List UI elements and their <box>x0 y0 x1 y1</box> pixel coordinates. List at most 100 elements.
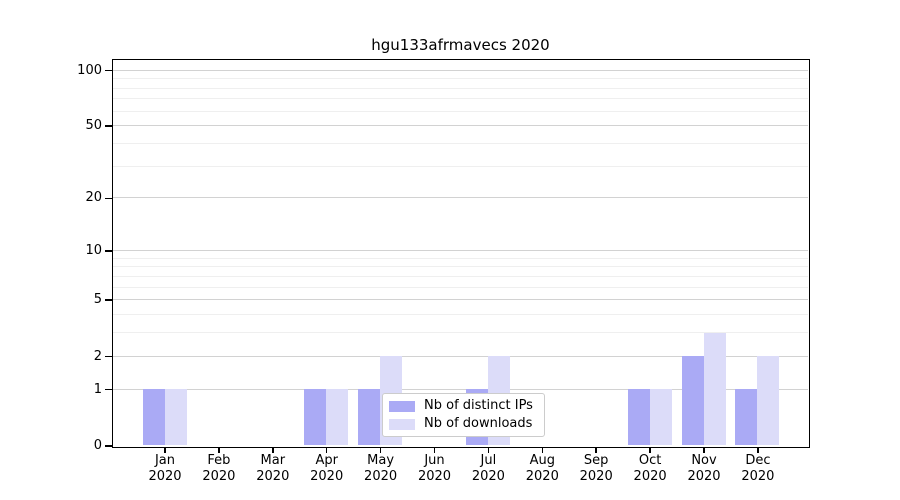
year-label: 2020 <box>202 469 236 484</box>
gridline-major <box>112 125 808 127</box>
year-label: 2020 <box>148 469 182 484</box>
y-axis-tick-label: 50 <box>85 118 102 134</box>
x-axis-tick <box>757 447 759 453</box>
y-axis-tick-label: 5 <box>93 292 102 308</box>
year-label: 2020 <box>256 469 290 484</box>
year-label: 2020 <box>525 469 559 484</box>
x-axis-tick <box>272 447 274 453</box>
x-axis-tick <box>541 447 544 453</box>
y-axis-tick <box>105 445 112 447</box>
y-axis-tick <box>105 355 112 358</box>
y-axis-tick-label: 10 <box>85 242 102 258</box>
gridline-minor <box>112 142 808 144</box>
gridline-minor <box>112 98 808 100</box>
x-axis-tick-label: Dec 2020 <box>726 453 790 485</box>
y-axis-tick-label: 0 <box>93 438 102 453</box>
y-axis-tick <box>105 299 112 301</box>
legend-swatch-downloads <box>389 418 415 430</box>
bar-distinct-ips-dec <box>735 389 758 446</box>
month-label: Aug <box>529 453 555 468</box>
month-label: Sep <box>583 453 609 468</box>
y-axis-tick-label: 1 <box>93 381 102 397</box>
legend: Nb of distinct IPs Nb of downloads <box>382 393 545 437</box>
bar-downloads-oct <box>649 389 672 446</box>
x-axis-tick <box>325 447 328 453</box>
y-axis-tick-label: 20 <box>85 190 102 206</box>
month-label: Jul <box>480 453 497 468</box>
month-label: Mar <box>260 453 286 468</box>
month-label: May <box>367 453 395 468</box>
month-label: Apr <box>315 453 338 468</box>
x-axis-tick-label: Apr 2020 <box>295 453 359 485</box>
y-axis-tick-label: 2 <box>93 348 102 364</box>
x-axis-tick <box>595 447 597 453</box>
y-axis-tick <box>105 197 112 200</box>
x-axis-tick-label: Aug 2020 <box>510 453 574 485</box>
x-axis-tick-label: Feb 2020 <box>187 453 251 485</box>
month-label: Feb <box>207 453 231 468</box>
gridline-major <box>112 299 808 301</box>
month-label: Jun <box>424 453 445 468</box>
chart-title: hgu133afrmavecs 2020 <box>371 36 550 54</box>
x-axis-tick-label: Sep 2020 <box>564 453 628 485</box>
month-label: Oct <box>638 453 662 468</box>
bar-distinct-ips-may <box>358 389 381 446</box>
gridline-major <box>112 197 808 199</box>
gridline-minor <box>112 87 808 89</box>
gridline-minor <box>112 286 808 288</box>
plot-frame <box>111 58 810 448</box>
gridline-major <box>112 249 808 251</box>
year-label: 2020 <box>417 469 452 484</box>
gridline-minor <box>112 275 808 277</box>
x-axis-tick <box>433 447 436 453</box>
gridline-major <box>112 69 808 71</box>
y-axis-tick <box>105 125 112 127</box>
legend-item-downloads: Nb of downloads <box>389 416 538 432</box>
year-label: 2020 <box>687 469 721 484</box>
bar-distinct-ips-oct <box>627 389 650 446</box>
year-label: 2020 <box>310 469 344 484</box>
bar-downloads-apr <box>326 389 349 446</box>
legend-label-distinct-ips: Nb of distinct IPs <box>424 398 533 413</box>
x-axis-tick-label: Jan 2020 <box>133 453 197 485</box>
y-axis-tick <box>105 250 112 252</box>
x-axis-tick <box>487 447 490 453</box>
gridline-minor <box>112 314 808 316</box>
gridline-minor <box>112 78 808 80</box>
bar-downloads-dec <box>757 356 780 446</box>
x-axis-tick <box>218 447 220 453</box>
month-label: Jan <box>154 453 176 468</box>
bar-distinct-ips-jan <box>142 389 165 446</box>
bar-distinct-ips-nov <box>681 356 704 446</box>
gridline-minor <box>112 110 808 112</box>
x-axis-tick <box>164 447 166 453</box>
gridline-minor <box>112 266 808 268</box>
x-axis-tick <box>379 447 382 453</box>
gridline-minor <box>112 257 808 259</box>
bar-downloads-jan <box>164 389 187 446</box>
y-axis-tick-label: 100 <box>77 62 102 78</box>
gridline-major <box>112 355 808 357</box>
bar-downloads-nov <box>703 332 726 446</box>
x-axis-tick <box>649 447 651 453</box>
plot-area <box>112 60 808 446</box>
gridline-minor <box>112 165 808 167</box>
year-label: 2020 <box>471 469 505 484</box>
x-axis-tick-label: Mar 2020 <box>241 453 305 485</box>
y-axis-tick <box>105 388 112 391</box>
x-axis-tick-label: Jul 2020 <box>456 453 520 485</box>
gridline-minor <box>112 332 808 334</box>
year-label: 2020 <box>741 469 775 484</box>
x-axis-tick <box>703 447 705 453</box>
legend-item-distinct-ips: Nb of distinct IPs <box>389 398 538 414</box>
bar-distinct-ips-apr <box>304 389 327 446</box>
gridline-major <box>112 388 808 390</box>
year-label: 2020 <box>364 469 398 484</box>
x-axis-tick-label: May 2020 <box>349 453 413 485</box>
x-axis-tick-label: Jun 2020 <box>403 453 467 485</box>
legend-swatch-distinct-ips <box>389 400 415 412</box>
month-label: Nov <box>691 453 717 468</box>
month-label: Dec <box>745 453 771 468</box>
x-axis-tick-label: Nov 2020 <box>672 453 736 485</box>
